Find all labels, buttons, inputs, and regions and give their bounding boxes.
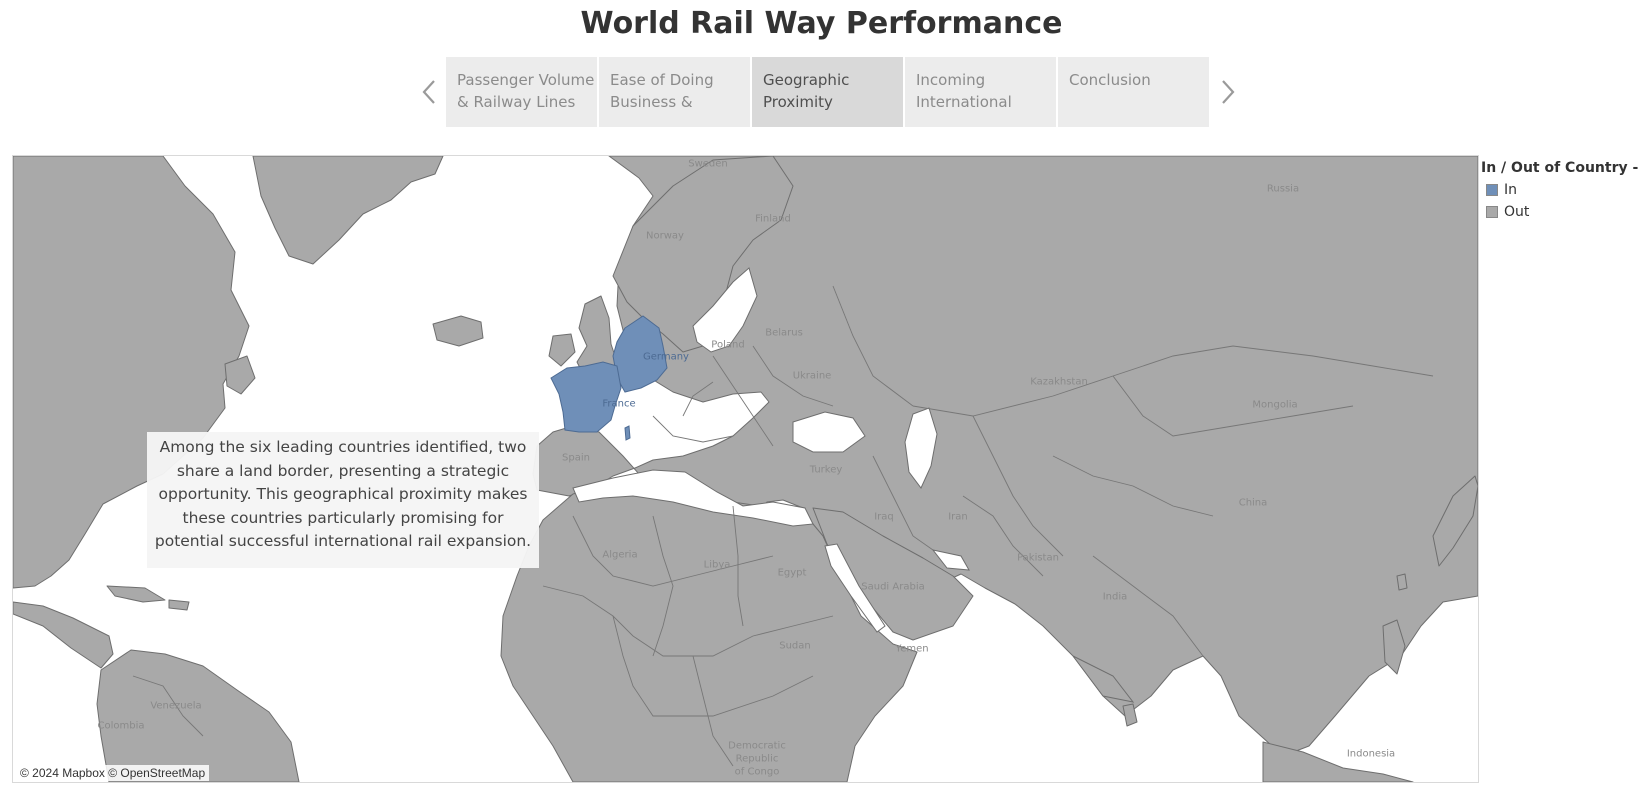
map-label-germany: Germany: [643, 351, 689, 363]
country-germany[interactable]: [612, 315, 668, 393]
legend-label: Out: [1504, 204, 1530, 220]
land-ireland[interactable]: [548, 333, 576, 367]
map-label-colombia: Colombia: [97, 720, 145, 732]
story-next-button[interactable]: [1211, 57, 1245, 127]
story-point-label: International: [916, 93, 1012, 111]
map-label-iraq: Iraq: [874, 511, 894, 523]
story-point-passenger-volume[interactable]: Passenger Volume & Railway Lines: [446, 57, 597, 127]
story-prev-button[interactable]: [412, 57, 446, 127]
map-label-drc-2: Republic: [735, 753, 779, 765]
map-label-drc-1: Democratic: [728, 740, 786, 752]
map-label-saudi-arabia: Saudi Arabia: [861, 581, 925, 593]
land-south-america[interactable]: [96, 649, 300, 782]
map-label-finland: Finland: [755, 213, 791, 225]
page-title: World Rail Way Performance: [580, 6, 1063, 41]
story-point-label: Ease of Doing: [610, 71, 714, 89]
story-point-incoming-international[interactable]: Incoming International: [905, 57, 1056, 127]
land-iceland[interactable]: [432, 315, 484, 347]
story-point-label: Business &: [610, 93, 693, 111]
map-label-france: France: [602, 398, 636, 410]
map-label-sweden: Sweden: [688, 158, 728, 170]
land-newfoundland[interactable]: [224, 355, 256, 395]
map-label-egypt: Egypt: [777, 567, 807, 579]
land-philippines[interactable]: [1382, 619, 1406, 675]
map-label-drc-3: of Congo: [734, 766, 780, 778]
map-label-norway: Norway: [646, 230, 684, 242]
story-point-label: Incoming: [916, 71, 986, 89]
land-cuba[interactable]: [106, 585, 166, 603]
map-label-yemen: Yemen: [895, 643, 929, 655]
map-label-algeria: Algeria: [602, 549, 638, 561]
story-point-label: Passenger Volume: [457, 71, 595, 89]
map-label-kazakhstan: Kazakhstan: [1030, 376, 1088, 388]
story-navigator: Passenger Volume & Railway Lines Ease of…: [412, 57, 1245, 127]
legend-title: In / Out of Country - ..: [1481, 160, 1641, 176]
story-point-label: & Railway Lines: [457, 93, 576, 111]
map-label-libya: Libya: [703, 559, 731, 571]
map-label-turkey: Turkey: [809, 464, 843, 476]
legend: In / Out of Country - .. In Out: [1481, 160, 1641, 220]
map-label-sudan: Sudan: [779, 640, 811, 652]
map-canvas[interactable]: [13, 156, 1478, 782]
map-annotation: Among the six leading countries identifi…: [147, 432, 539, 568]
land-indonesia[interactable]: [1262, 741, 1414, 782]
legend-label: In: [1504, 182, 1518, 198]
story-point-conclusion[interactable]: Conclusion: [1058, 57, 1209, 127]
map-label-iran: Iran: [948, 511, 968, 523]
story-point-label: Geographic: [763, 71, 850, 89]
country-france[interactable]: [550, 361, 622, 433]
chevron-right-icon: [1222, 80, 1235, 104]
legend-item-in[interactable]: In: [1486, 182, 1641, 198]
map-label-spain: Spain: [562, 452, 590, 464]
story-point-label: Proximity: [763, 93, 833, 111]
chevron-left-icon: [422, 80, 435, 104]
legend-swatch-out: [1486, 206, 1498, 218]
story-point-label: Conclusion: [1069, 71, 1151, 89]
map-label-china: China: [1238, 497, 1268, 509]
legend-swatch-in: [1486, 184, 1498, 196]
story-point-geographic-proximity[interactable]: Geographic Proximity: [752, 57, 903, 127]
story-point-ease-of-business[interactable]: Ease of Doing Business &: [599, 57, 750, 127]
legend-item-out[interactable]: Out: [1486, 204, 1641, 220]
map-label-poland: Poland: [711, 339, 745, 351]
world-map[interactable]: Sweden Finland Norway Russia Poland Bela…: [12, 155, 1479, 783]
land-hispaniola[interactable]: [168, 599, 190, 611]
country-corsica[interactable]: [624, 425, 631, 441]
map-label-mongolia: Mongolia: [1252, 399, 1298, 411]
map-label-pakistan: Pakistan: [1017, 552, 1059, 564]
map-attribution[interactable]: © 2024 Mapbox © OpenStreetMap: [16, 765, 210, 781]
land-japan[interactable]: [1432, 475, 1478, 567]
map-label-russia: Russia: [1266, 183, 1300, 195]
map-label-ukraine: Ukraine: [792, 370, 832, 382]
map-label-india: India: [1102, 591, 1128, 603]
map-label-indonesia: Indonesia: [1346, 748, 1396, 760]
land-greenland[interactable]: [252, 156, 444, 265]
land-central-america[interactable]: [13, 601, 114, 669]
map-label-venezuela: Venezuela: [150, 700, 202, 712]
land-taiwan[interactable]: [1396, 573, 1408, 591]
map-label-belarus: Belarus: [765, 327, 803, 339]
land-sri-lanka[interactable]: [1122, 703, 1138, 727]
